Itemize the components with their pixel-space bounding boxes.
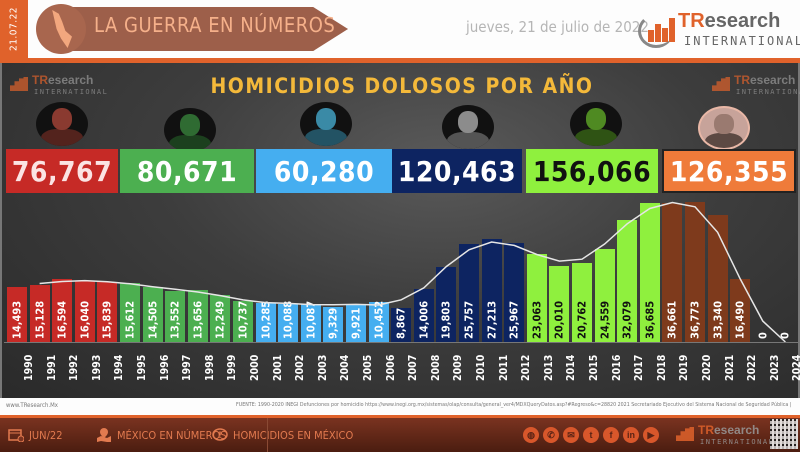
footer-item-date: JUN/22 (8, 428, 63, 442)
source-strip: www.TResearch.Mx FUENTE: 1990-2020 INEGI… (0, 398, 800, 415)
bar-chart: 14,493 1990 15,128 1991 16,594 1992 16,040 1993… (2, 63, 800, 398)
bar-1994: 15,839 (97, 281, 118, 342)
watermark-logo-left: TResearch INTERNATIONAL (8, 73, 107, 99)
chart-panel: TResearch INTERNATIONAL TResearch INTERN… (0, 63, 800, 398)
bar-2017: 32,079 (617, 220, 638, 342)
watermark-logo-right: TResearch INTERNATIONAL (710, 73, 800, 99)
bar-1997: 13,552 (165, 290, 186, 342)
date-strip: 21.07.22 (0, 0, 28, 58)
date-strip-text: 21.07.22 (8, 6, 20, 52)
bar-1995: 15,612 (120, 282, 140, 342)
bar-2010: 25,757 (459, 244, 479, 342)
bar-1999: 12,249 (210, 295, 231, 342)
footer-logo: TResearch INTERNATIONAL (674, 421, 773, 449)
period-total-0: 76,767 (6, 149, 118, 193)
chart-title: HOMICIDIOS DOLOSOS POR AÑO (210, 74, 594, 98)
bar-1996: 14,505 (142, 286, 163, 342)
president-avatar-0 (36, 102, 88, 146)
bar-2012: 25,967 (504, 243, 525, 342)
logo-bars-icon (648, 16, 675, 42)
footer-item-homicidios[interactable]: HOMICIDIOS EN MÉXICO (212, 428, 353, 442)
bar-2002: 10,088 (278, 301, 299, 342)
logo-wordmark: TResearch (678, 10, 781, 32)
youtube-icon[interactable]: ▶ (643, 427, 659, 443)
footer-divider (0, 415, 800, 418)
banner-title: LA GUERRA EN NÚMEROS (94, 13, 336, 37)
twitter-icon[interactable]: t (583, 427, 599, 443)
period-total-2: 60,280 (256, 149, 392, 193)
bar-2022: 16,490 (730, 279, 751, 342)
web-icon[interactable]: ◍ (523, 427, 539, 443)
banner-arrow (58, 7, 348, 51)
bar-2005: 9,921 (346, 304, 366, 342)
social-links: ◍ ✆ ✉ t f in ▶ (523, 427, 659, 443)
footer: JUN/22 MÉXICO EN NÚMEROS HOMICIDIOS EN M… (0, 418, 800, 452)
bar-2003: 10,087 (300, 301, 321, 342)
chat-alert-icon (212, 428, 228, 441)
x-axis-baseline (4, 342, 798, 343)
bar-2013: 23,063 (526, 254, 547, 342)
bar-1998: 13,656 (187, 290, 208, 342)
bar-1990: 14,493 (7, 286, 27, 342)
bar-2009: 19,803 (436, 266, 457, 342)
period-total-1: 80,671 (120, 149, 254, 193)
trendline (39, 201, 786, 343)
period-total-5: 126,355 (662, 149, 796, 193)
period-total-3: 120,463 (392, 149, 522, 193)
footer-item-mexico-en-numeros[interactable]: MÉXICO EN NÚMEROS (96, 428, 227, 442)
president-avatar-1 (164, 108, 216, 152)
president-avatar-5 (698, 106, 750, 150)
facebook-icon[interactable]: f (603, 427, 619, 443)
bar-1991: 15,128 (29, 284, 50, 342)
bar-2015: 20,762 (572, 263, 592, 342)
bar-2004: 9,329 (323, 306, 344, 342)
logo-subtitle: INTERNATIONAL (684, 34, 800, 48)
bar-1993: 16,040 (74, 281, 95, 342)
bar-2001: 10,285 (255, 301, 276, 342)
header-date: jueves, 21 de julio de 2022 (466, 18, 649, 36)
mexico-map-icon (36, 4, 86, 54)
bar-1992: 16,594 (52, 278, 73, 342)
map-pin-icon (97, 428, 111, 442)
section-banner: LA GUERRA EN NÚMEROS (36, 4, 352, 54)
period-totals: 76,767 80,671 60,280 120,463 156,066 126,355 (4, 149, 798, 195)
tresearch-logo: TResearch INTERNATIONAL (638, 8, 800, 54)
email-icon[interactable]: ✉ (563, 427, 579, 443)
logo-swoosh-icon (638, 14, 674, 48)
header: 21.07.22 LA GUERRA EN NÚMEROS jueves, 21… (0, 0, 800, 58)
bar-2007: 8,867 (391, 308, 412, 342)
bar-2021: 33,340 (707, 215, 728, 342)
qr-code[interactable] (770, 419, 798, 449)
source-citation: FUENTE: 1990-2020 INEGI Defunciones por … (236, 402, 792, 408)
president-avatar-2 (300, 102, 352, 146)
logo-bars-icon (676, 427, 694, 441)
bar-2020: 36,773 (685, 202, 705, 342)
linkedin-icon[interactable]: in (623, 427, 639, 443)
bar-2000: 10,737 (233, 301, 253, 342)
phone-icon[interactable]: ✆ (543, 427, 559, 443)
president-avatar-3 (442, 105, 494, 149)
website-link[interactable]: www.TResearch.Mx (6, 402, 58, 409)
header-divider (0, 58, 800, 63)
bar-2011: 27,213 (481, 238, 502, 342)
bar-2016: 24,559 (594, 248, 615, 342)
bar-2014: 20,010 (549, 265, 570, 342)
bar-2019: 36,661 (662, 202, 683, 342)
bar-2006: 10,452 (368, 301, 389, 342)
bar-2008: 14,006 (413, 288, 434, 342)
calendar-icon (8, 429, 24, 442)
bar-2018: 36,685 (639, 202, 660, 342)
period-total-4: 156,066 (526, 149, 658, 193)
footer-separator (267, 418, 268, 452)
president-avatar-4 (570, 102, 622, 146)
